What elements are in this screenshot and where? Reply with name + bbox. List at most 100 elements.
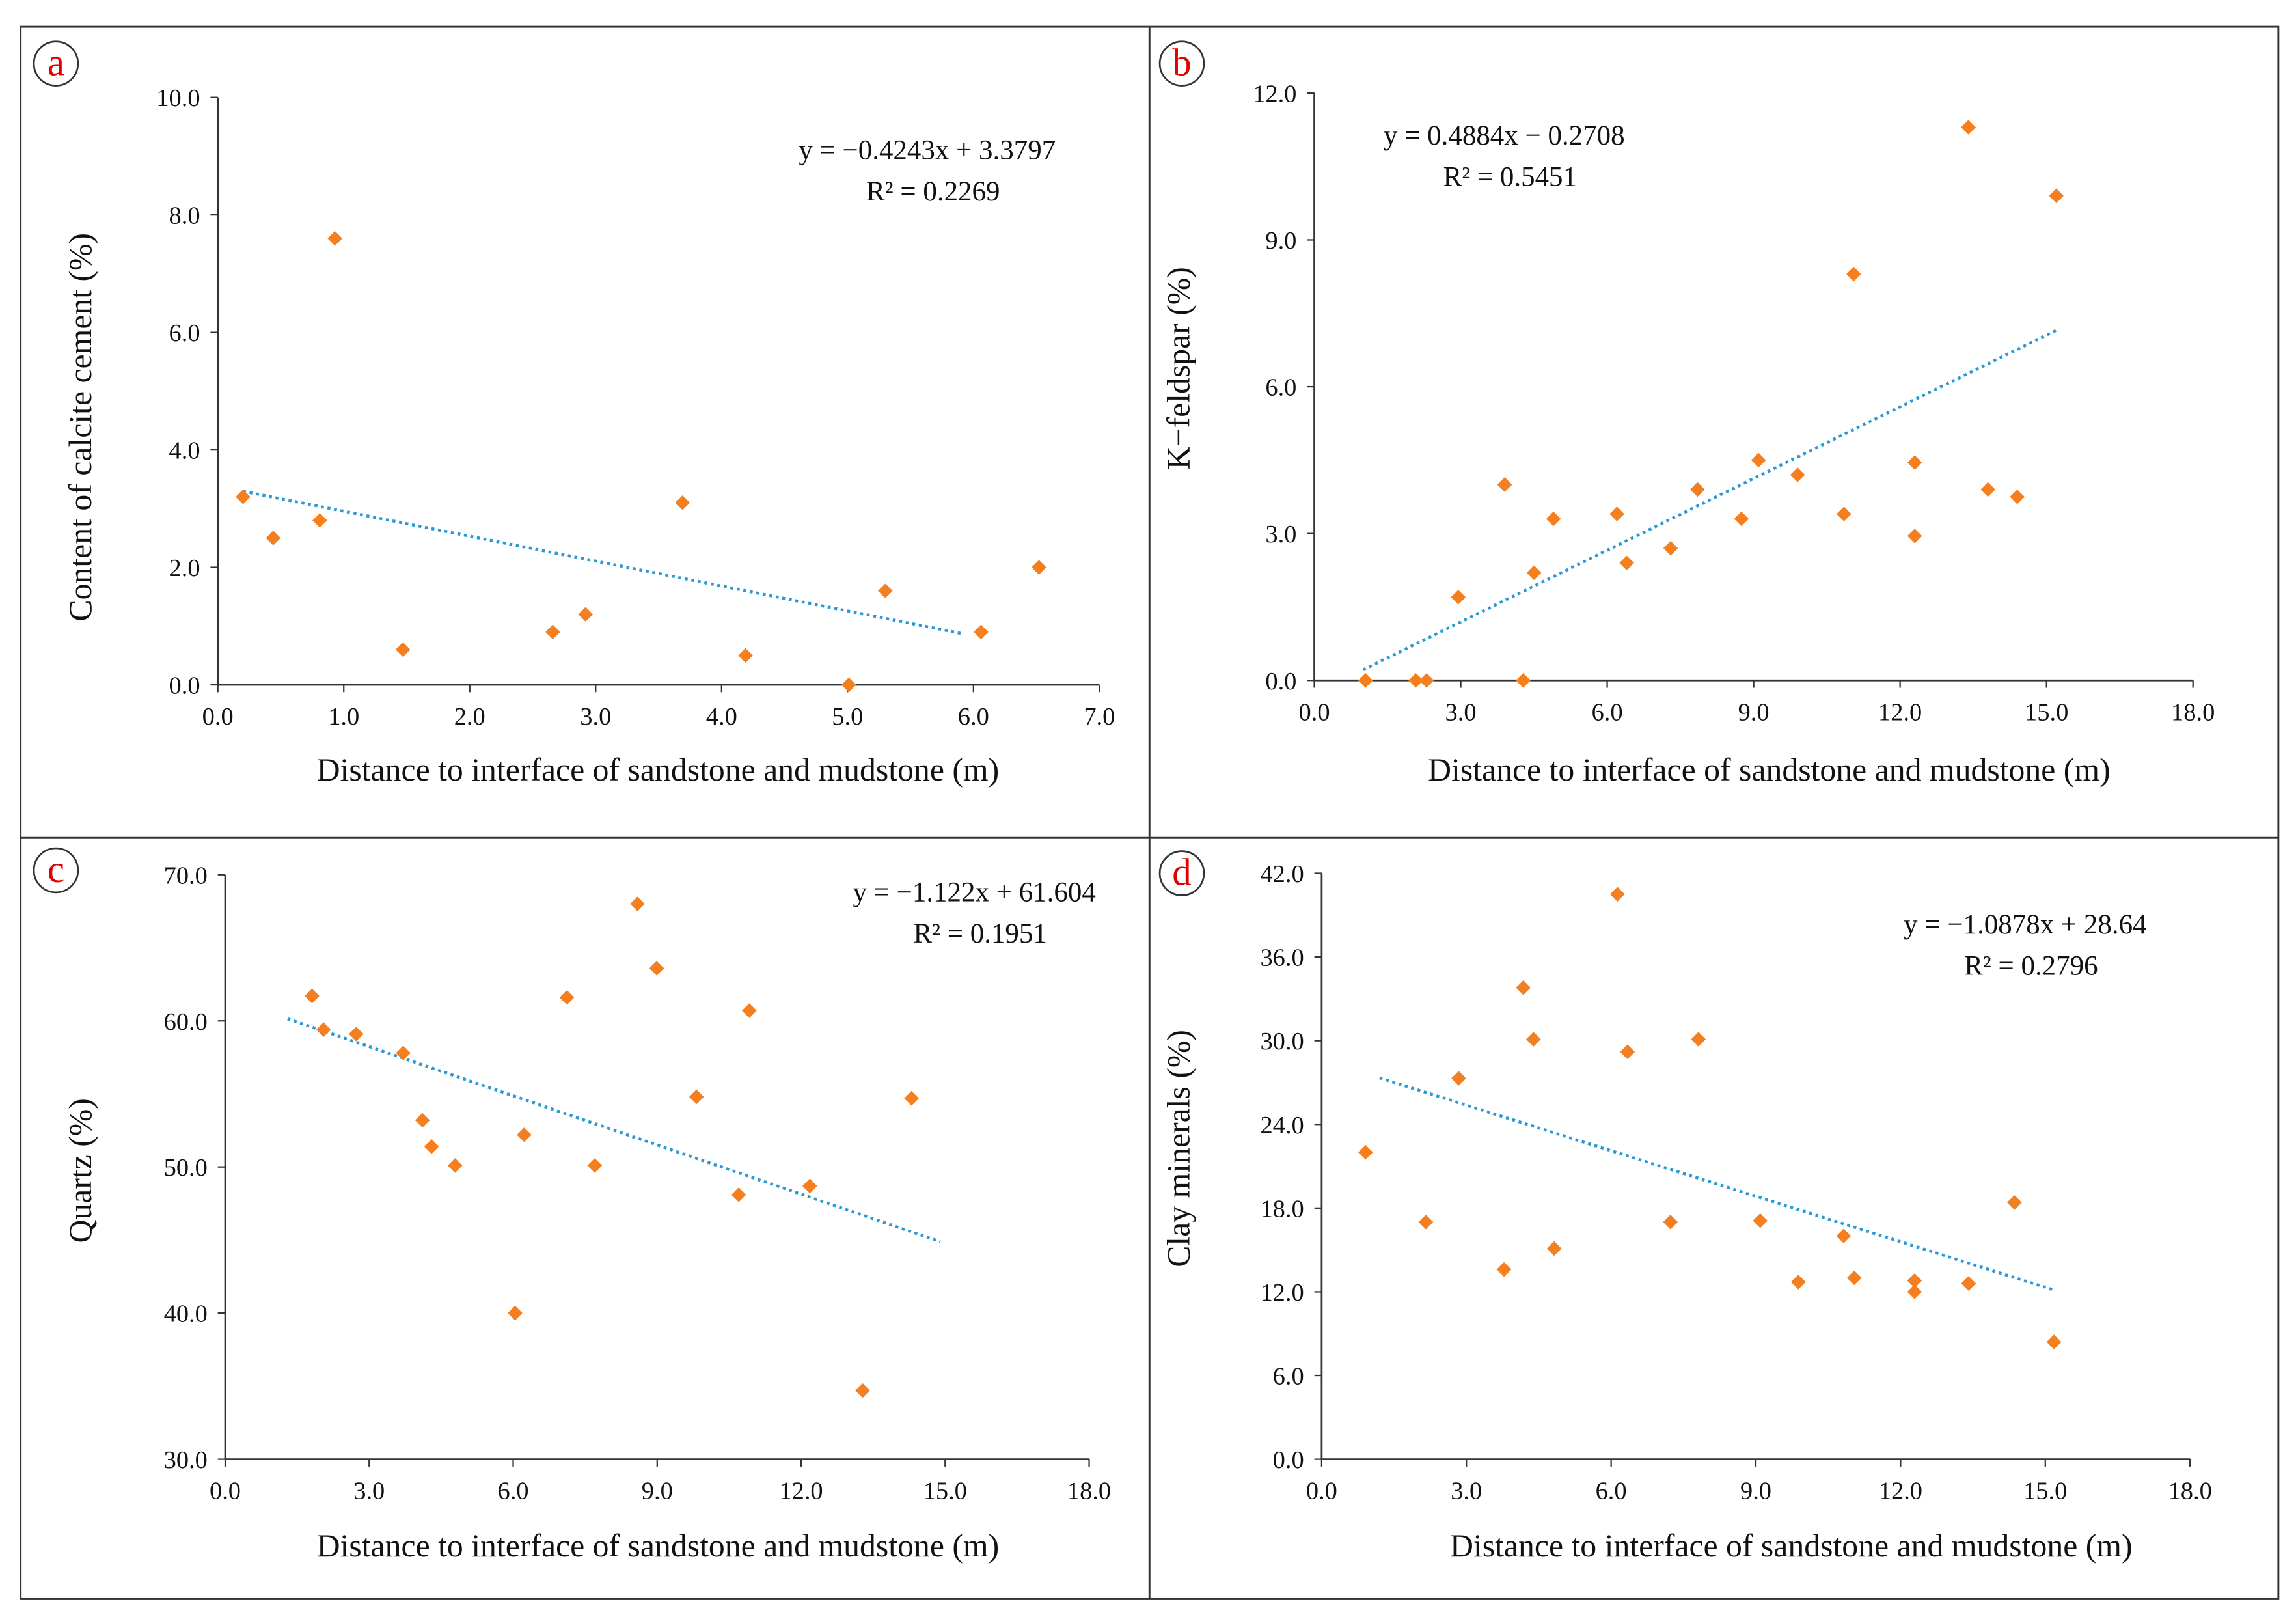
x-tick-label: 5.0 <box>832 703 863 730</box>
data-point <box>1496 1262 1512 1277</box>
data-point <box>424 1139 439 1154</box>
data-point <box>266 531 281 546</box>
data-point <box>1497 477 1512 492</box>
data-point <box>305 988 320 1004</box>
data-point <box>1451 590 1466 605</box>
y-tick-label: 60.0 <box>164 1008 208 1036</box>
trend-equation: y = −0.4243x + 3.3797 <box>799 135 1056 166</box>
data-point <box>1418 1214 1434 1230</box>
panel-label: d <box>1172 851 1191 894</box>
data-point <box>508 1305 523 1321</box>
panel-label: c <box>48 848 64 891</box>
y-tick-label: 12.0 <box>1253 80 1296 107</box>
trend-line <box>1362 329 2057 671</box>
trend-line <box>287 1017 941 1243</box>
x-tick-label: 15.0 <box>2023 1478 2067 1505</box>
panel-label-circle <box>33 40 79 87</box>
y-tick-label: 36.0 <box>1260 945 1304 972</box>
data-point <box>1837 506 1852 521</box>
data-point <box>312 513 327 528</box>
data-point <box>1846 266 1861 282</box>
trend-equation: y = −1.122x + 61.604 <box>853 877 1095 907</box>
y-tick-label: 0.0 <box>1265 668 1296 695</box>
trend-line <box>242 490 961 635</box>
data-point <box>1032 560 1046 575</box>
data-point <box>1907 1284 1922 1299</box>
data-point <box>742 1003 757 1018</box>
x-axis-label: Distance to interface of sandstone and m… <box>317 752 1000 788</box>
x-tick-label: 6.0 <box>497 1478 528 1505</box>
y-tick-label: 12.0 <box>1260 1279 1304 1306</box>
data-point <box>1836 1228 1852 1244</box>
data-point <box>415 1113 430 1128</box>
chart-panel-b: 0.0 3.0 6.0 9.0 12.0 15.0 18.0 0.0 3.0 6.0 9.0 12.0… <box>1158 40 2215 788</box>
x-tick-label: 6.0 <box>1596 1478 1627 1505</box>
x-tick-label: 9.0 <box>642 1478 673 1505</box>
data-point <box>1663 1214 1678 1230</box>
x-tick-label: 18.0 <box>2171 698 2215 726</box>
x-tick-label: 0.0 <box>1306 1478 1337 1505</box>
data-point <box>802 1178 817 1194</box>
data-point <box>1961 120 1976 135</box>
r-squared: R² = 0.2269 <box>866 176 1000 207</box>
x-tick-label: 18.0 <box>2168 1478 2212 1505</box>
data-point <box>327 230 342 246</box>
data-point <box>587 1158 603 1173</box>
data-point <box>1690 482 1705 497</box>
data-point <box>2010 489 2025 504</box>
trend-line <box>1379 1076 2056 1292</box>
x-tick-label: 3.0 <box>353 1478 385 1505</box>
y-tick-label: 30.0 <box>1260 1028 1304 1055</box>
x-tick-label: 3.0 <box>580 703 611 730</box>
y-tick-label: 70.0 <box>164 862 208 889</box>
x-axis-label: Distance to interface of sandstone and m… <box>1428 752 2111 788</box>
data-point <box>396 1045 411 1060</box>
trend-equation: y = 0.4884x − 0.2708 <box>1384 120 1625 151</box>
data-point <box>841 677 856 693</box>
y-tick-label: 50.0 <box>164 1154 208 1182</box>
data-point <box>1753 1213 1768 1228</box>
data-point <box>578 607 594 622</box>
data-point <box>1609 887 1625 902</box>
data-point <box>1790 1275 1806 1290</box>
data-point <box>1609 506 1624 521</box>
data-point <box>731 1187 746 1202</box>
chart-panel-c: 0.0 3.0 6.0 9.0 12.0 15.0 18.0 30.0 40.0 50.0 60.0… <box>33 847 1111 1564</box>
y-tick-label: 6.0 <box>169 320 200 347</box>
data-point <box>395 642 411 657</box>
panel-label-circle <box>1158 40 1205 87</box>
data-point <box>1516 672 1531 688</box>
r-squared: R² = 0.2796 <box>1964 951 2098 982</box>
y-tick-label: 24.0 <box>1260 1112 1304 1139</box>
data-point <box>1907 529 1922 544</box>
x-tick-label: 2.0 <box>454 703 485 730</box>
x-axis-label: Distance to interface of sandstone and m… <box>317 1528 1000 1564</box>
y-tick-label: 42.0 <box>1260 861 1304 888</box>
y-tick-label: 40.0 <box>164 1301 208 1328</box>
panel-label: b <box>1172 42 1191 84</box>
data-point <box>1790 467 1805 482</box>
x-tick-label: 0.0 <box>210 1478 241 1505</box>
y-tick-label: 8.0 <box>169 202 200 230</box>
x-tick-label: 7.0 <box>1084 703 1115 730</box>
chart-panel-a: 0.0 1.0 2.0 3.0 4.0 5.0 6.0 7.0 0.0 2.0 4.0 6.0 8.0 1… <box>33 40 1115 788</box>
y-tick-label: 3.0 <box>1265 521 1296 548</box>
data-point <box>1663 540 1678 556</box>
data-point <box>1619 555 1634 571</box>
data-point <box>1980 482 1995 497</box>
panel-label-circle <box>1158 850 1205 896</box>
x-tick-label: 12.0 <box>1878 698 1922 726</box>
data-point <box>630 896 645 911</box>
x-axis-label: Distance to interface of sandstone and m… <box>1450 1528 2133 1564</box>
data-point <box>1451 1071 1466 1086</box>
data-point <box>517 1127 532 1142</box>
y-tick-label: 9.0 <box>1265 227 1296 255</box>
data-point <box>1516 980 1531 995</box>
x-tick-label: 12.0 <box>1879 1478 1922 1505</box>
y-axis-label: Clay minerals (%) <box>1160 1030 1196 1267</box>
data-point <box>447 1158 463 1173</box>
y-tick-label: 4.0 <box>169 437 200 465</box>
data-point <box>675 495 690 510</box>
y-tick-label: 10.0 <box>156 85 200 112</box>
x-tick-label: 15.0 <box>2025 698 2068 726</box>
